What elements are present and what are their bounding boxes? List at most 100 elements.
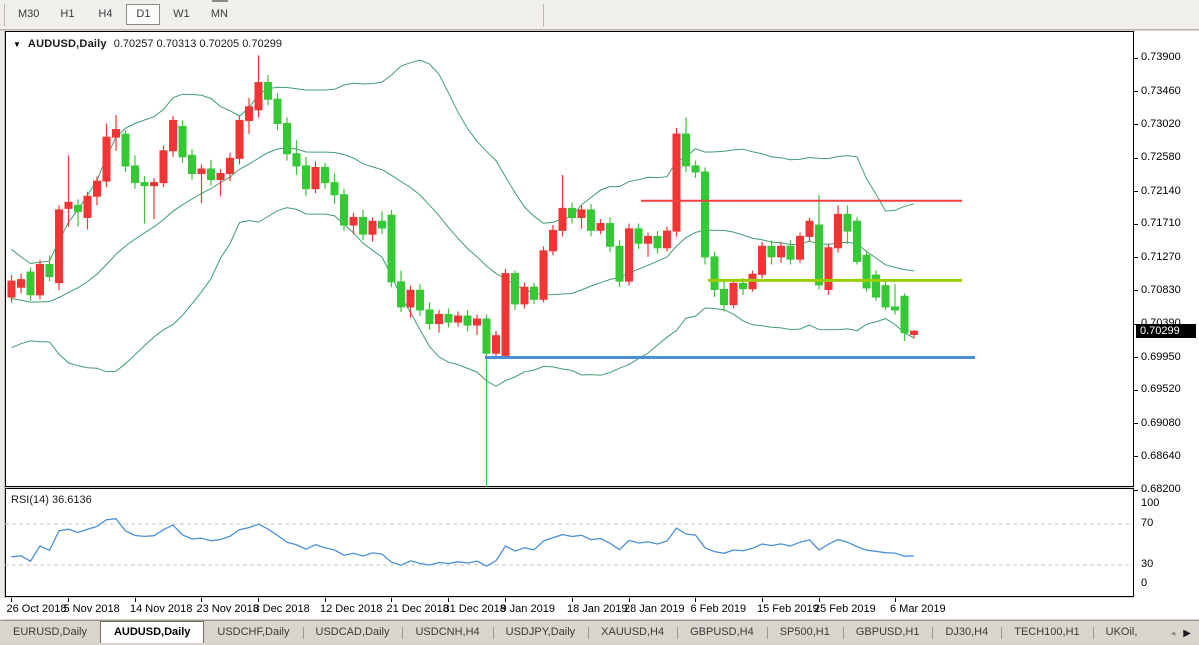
price-axis-tick — [1134, 158, 1138, 159]
timeframe-d1-button[interactable]: D1 — [126, 4, 161, 25]
tab-audusd-daily[interactable]: AUDUSD,Daily — [99, 621, 205, 643]
time-axis-tick — [391, 598, 392, 602]
time-axis-label: 6 Mar 2019 — [890, 603, 946, 615]
tab-tech100-h1[interactable]: TECH100,H1 — [1001, 623, 1092, 643]
candle-body — [587, 209, 595, 231]
timeframe-mn-button[interactable]: MN — [202, 4, 236, 25]
candle-body — [701, 171, 709, 258]
candle-body — [311, 166, 320, 190]
window-bottom-edge — [0, 643, 1199, 645]
candle-body — [843, 213, 852, 232]
candle-body — [767, 245, 776, 258]
time-axis-tick — [819, 598, 820, 602]
tab-gbpusd-h4[interactable]: GBPUSD,H4 — [677, 623, 767, 643]
bollinger-middle-band — [11, 147, 915, 303]
time-axis-label: 31 Dec 2018 — [443, 603, 506, 615]
time-axis-label: 15 Feb 2019 — [757, 603, 819, 615]
candle-body — [568, 207, 576, 218]
rsi-axis-label: 30 — [1141, 558, 1154, 570]
time-axis-label: 12 Dec 2018 — [320, 603, 383, 615]
rsi-axis-label: 100 — [1141, 497, 1160, 509]
candle-body — [121, 133, 130, 167]
candle-body — [216, 173, 225, 181]
price-axis-label: 0.69520 — [1141, 383, 1181, 396]
candle-body — [17, 279, 25, 288]
candle-body — [558, 207, 567, 231]
price-axis-tick — [1134, 257, 1138, 258]
tab-sp500-h1[interactable]: SP500,H1 — [766, 623, 843, 643]
candle-body — [644, 235, 652, 244]
tab-scroll-right-icon[interactable]: ▶ — [1183, 627, 1191, 639]
price-axis-label: 0.73900 — [1141, 51, 1181, 64]
time-axis[interactable] — [0, 598, 1199, 619]
tab-xauusd-h4[interactable]: XAUUSD,H4 — [588, 623, 677, 643]
time-axis-tick — [325, 598, 326, 602]
candle-body — [891, 306, 899, 311]
time-axis-label: 26 Oct 2018 — [6, 603, 67, 615]
rsi-indicator-label: RSI(14) 36.6136 — [11, 494, 92, 506]
candle-body — [596, 223, 605, 231]
candle-body — [349, 216, 358, 226]
symbol-dropdown-icon[interactable]: ▼ — [13, 39, 21, 49]
candle-body — [292, 153, 301, 167]
main-chart-pane[interactable] — [5, 31, 1134, 487]
price-axis-label: 0.73460 — [1141, 84, 1181, 97]
time-axis-label: 9 Jan 2019 — [500, 603, 555, 615]
time-axis-tick — [505, 598, 506, 602]
candle-body — [758, 245, 766, 275]
rsi-line — [11, 518, 915, 567]
candle-body — [36, 263, 44, 296]
tab-scroll-left-icon[interactable]: ◂ — [1170, 627, 1176, 638]
tab-gbpusd-h1[interactable]: GBPUSD,H1 — [842, 623, 933, 643]
tab-usdcad-daily[interactable]: USDCAD,Daily — [302, 623, 403, 643]
timeframe-m30-button[interactable]: M30 — [11, 4, 46, 25]
time-axis-tick — [258, 598, 259, 602]
toolbar-divider — [4, 3, 5, 26]
time-axis-tick — [572, 598, 573, 602]
rsi-axis-label: 0 — [1141, 577, 1148, 589]
price-axis-label: 0.72580 — [1141, 151, 1181, 164]
candle-body — [397, 281, 405, 308]
tab-usdjpy-daily[interactable]: USDJPY,Daily — [492, 623, 589, 643]
tab-dj30-h4[interactable]: DJ30,H4 — [932, 623, 1001, 643]
candle-body — [283, 122, 291, 155]
candle-body — [549, 229, 557, 252]
time-axis-tick — [629, 598, 630, 602]
price-axis-label: 0.71270 — [1141, 250, 1181, 263]
tab-eurusd-daily[interactable]: EURUSD,Daily — [13, 626, 87, 638]
timeframe-h1-button[interactable]: H1 — [50, 4, 84, 25]
timeframe-h4-button[interactable]: H4 — [88, 4, 122, 25]
candle-body — [273, 98, 282, 124]
candle-body — [102, 136, 111, 182]
candle-body — [207, 168, 215, 181]
pane-splitter[interactable] — [5, 487, 1134, 488]
time-axis-tick — [762, 598, 763, 602]
time-axis-label: 3 Dec 2018 — [253, 603, 310, 615]
rsi-pane[interactable] — [5, 488, 1134, 597]
candle-body — [425, 309, 434, 325]
timeframe-w1-button[interactable]: W1 — [164, 4, 198, 25]
price-axis-label: 0.68640 — [1141, 449, 1181, 462]
candle-body — [862, 254, 871, 289]
candle-body — [254, 82, 263, 111]
candle-body — [682, 133, 690, 167]
time-axis-label: 25 Feb 2019 — [814, 603, 876, 615]
candle-body — [74, 204, 82, 212]
candle-body — [378, 220, 386, 229]
candle-body — [454, 315, 462, 323]
candle-body — [45, 263, 54, 278]
tab-ukoil[interactable]: UKOil, — [1092, 623, 1151, 643]
tab-usdchf-daily[interactable]: USDCHF,Daily — [217, 626, 290, 638]
rsi-canvas[interactable] — [5, 488, 1134, 597]
main-chart-canvas[interactable] — [5, 31, 1134, 489]
time-axis-tick — [201, 598, 202, 602]
tab-usdcnh-h4[interactable]: USDCNH,H4 — [402, 623, 492, 643]
time-axis-tick — [68, 598, 69, 602]
candle-body — [188, 154, 196, 175]
price-axis-label: 0.68200 — [1141, 483, 1181, 496]
price-axis-tick — [1134, 191, 1138, 192]
candle-body — [482, 318, 491, 354]
timeframe-toolbar: M30 H1 H4 D1 W1 MN — [0, 0, 1199, 30]
candle-body — [539, 250, 548, 300]
